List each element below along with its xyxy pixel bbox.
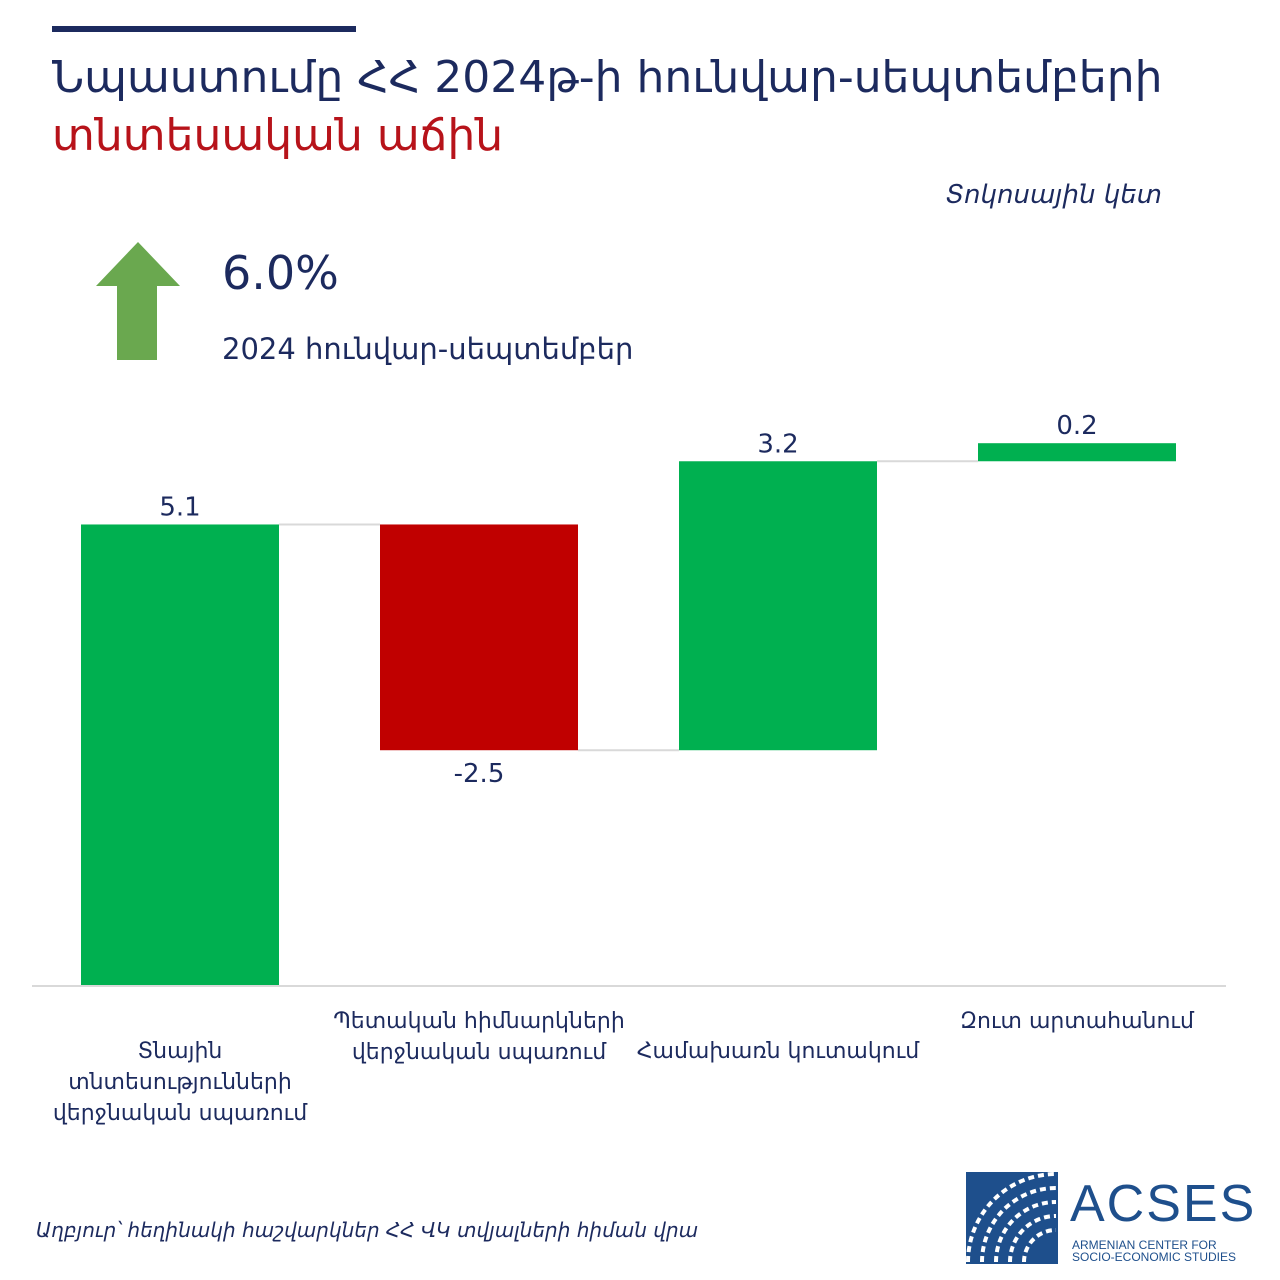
logo-wordmark: ACSES — [1070, 1175, 1257, 1233]
category-label-line: Զուտ արտահանում — [960, 1009, 1194, 1034]
data-label-1: 5.1 — [159, 492, 200, 522]
logo-mark-arcs — [966, 1172, 1057, 1263]
category-label-line: Տնային — [137, 1039, 223, 1064]
chart-title-line2: տնտեսական աճին — [52, 110, 504, 161]
title-accent-rule — [52, 26, 356, 32]
acses-logo-mark-icon — [966, 1172, 1058, 1264]
logo-subtitle-line1: ARMENIAN CENTER FOR — [1072, 1238, 1217, 1252]
bar-2 — [380, 524, 578, 751]
bar-3 — [679, 461, 877, 751]
headline-period: 2024 հունվար-սեպտեմբեր — [222, 332, 634, 366]
category-label-line: վերջնական սպառում — [351, 1040, 607, 1065]
data-label-2: -2.5 — [454, 759, 505, 789]
data-label-4: 0.2 — [1056, 411, 1097, 441]
chart-title-line1: Նպաստումը ՀՀ 2024թ-ի հունվար-սեպտեմբերի — [52, 52, 1163, 103]
category-label-line: տնտեսությունների — [68, 1070, 292, 1095]
category-label-line: Համախառն կուտակում — [636, 1039, 920, 1064]
category-label-line: Պետական հիմնարկների — [333, 1009, 625, 1034]
category-label-4: Զուտ արտահանում — [927, 1006, 1227, 1037]
category-label-1: Տնային տնտեսությունների վերջնական սպառում — [30, 1036, 330, 1129]
bar-4 — [978, 443, 1176, 462]
source-note: Աղբյուր՝ հեղինակի հաշվարկներ ՀՀ ՎԿ տվյալ… — [36, 1218, 699, 1242]
category-label-2: Պետական հիմնարկների վերջնական սպառում — [329, 1006, 629, 1068]
category-label-3: Համախառն կուտակում — [628, 1036, 928, 1067]
up-arrow-icon — [96, 242, 180, 360]
data-label-3: 3.2 — [757, 429, 798, 459]
bar-1 — [81, 524, 279, 985]
acses-logo: ACSES ARMENIAN CENTER FOR SOCIO-ECONOMIC… — [966, 1172, 1266, 1264]
category-label-line: վերջնական սպառում — [52, 1101, 308, 1126]
logo-subtitle-line2: SOCIO-ECONOMIC STUDIES — [1072, 1250, 1237, 1264]
unit-note: Տոկոսային կետ — [945, 180, 1162, 210]
headline-growth-value: 6.0% — [222, 246, 339, 300]
up-arrow-shape — [96, 242, 180, 360]
